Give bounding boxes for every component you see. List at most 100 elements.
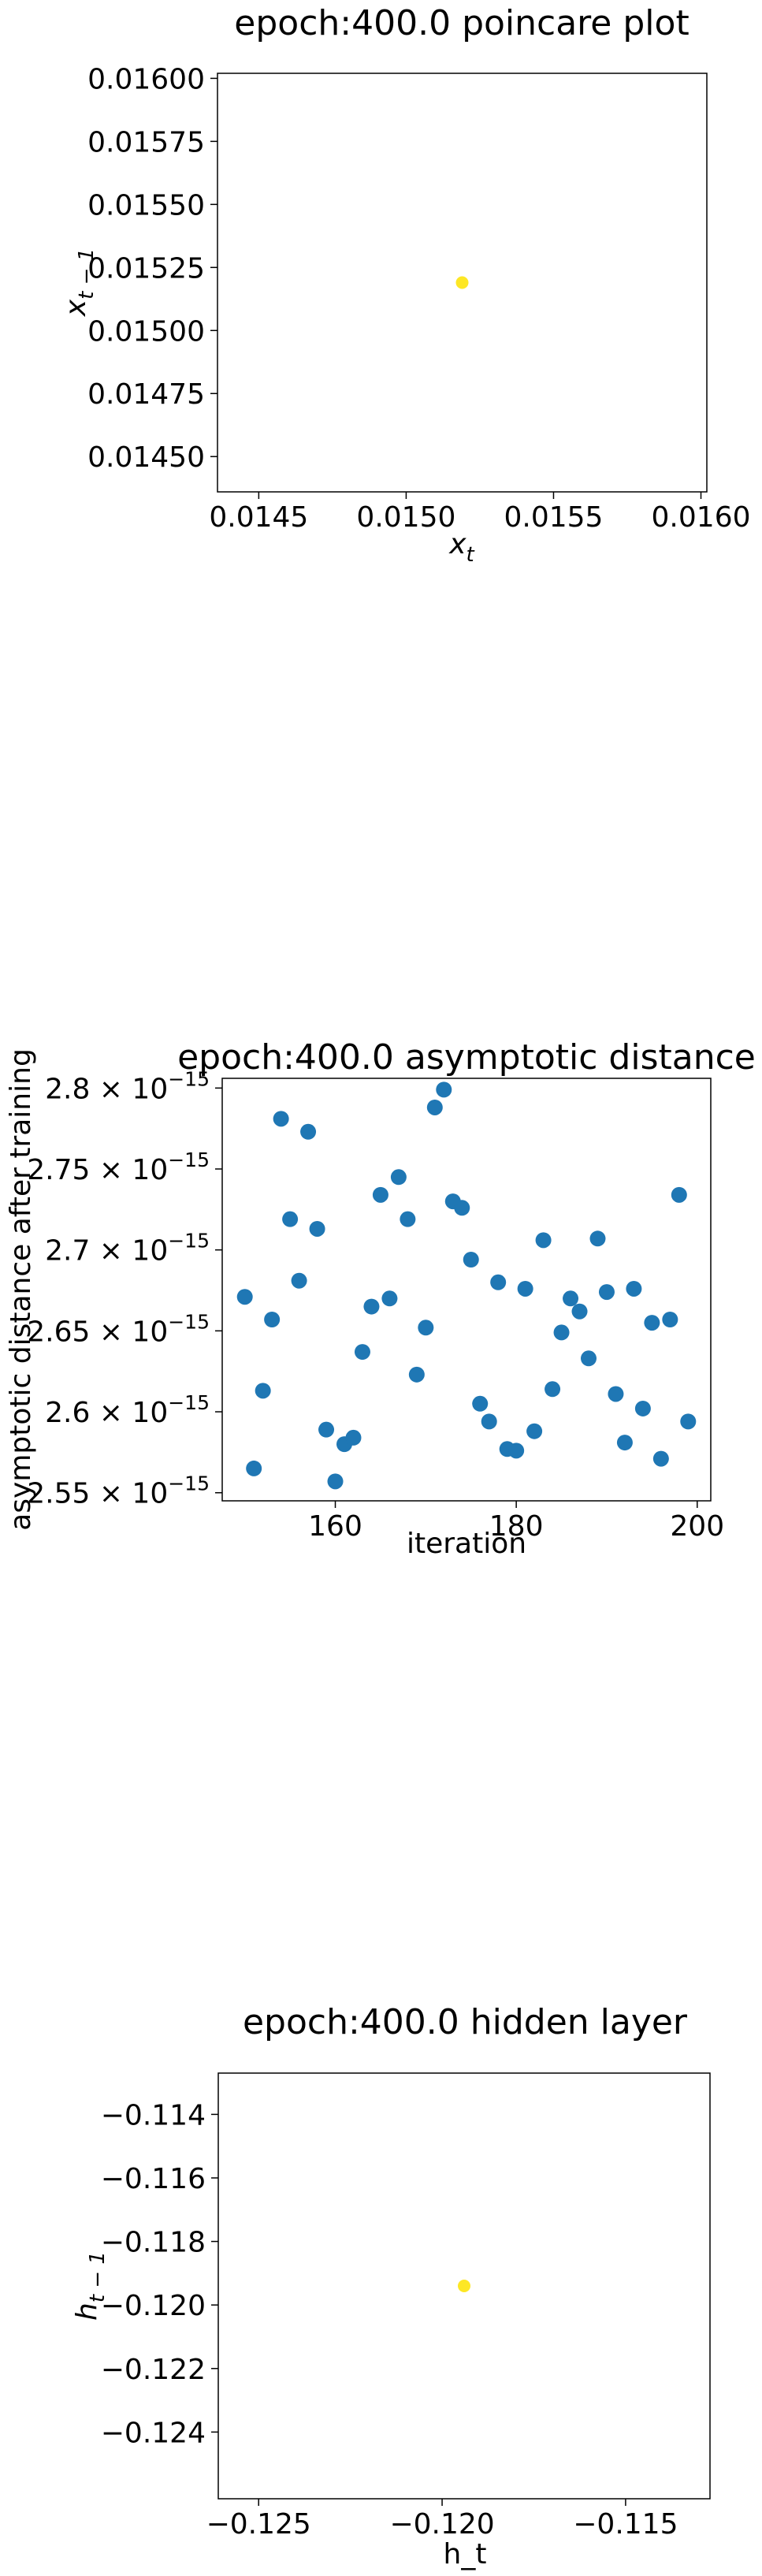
- data-point: [458, 2280, 470, 2292]
- x-tick-label: 0.0145: [209, 501, 308, 534]
- data-point: [273, 1111, 289, 1127]
- data-point: [454, 1200, 470, 1216]
- chart-title: epoch:400.0 poincare plot: [234, 3, 689, 43]
- data-point: [436, 1081, 452, 1098]
- data-point: [490, 1274, 507, 1290]
- data-point: [563, 1290, 579, 1307]
- y-tick-label: 2.6 × 10−15: [45, 1391, 210, 1429]
- y-tick-label: −0.118: [101, 2227, 206, 2259]
- data-point: [426, 1099, 443, 1115]
- x-ticks: 0.0145 0.0150 0.0155 0.0160: [209, 492, 751, 534]
- y-axis-label: ht − 1: [71, 2251, 110, 2321]
- data-points: [458, 2280, 470, 2292]
- data-point: [408, 1366, 425, 1383]
- x-ticks: 160 180 200: [308, 1501, 724, 1543]
- x-tick-label: 0.0160: [652, 501, 751, 534]
- x-tick-label: 160: [308, 1510, 362, 1543]
- asymptotic-figure: epoch:400.0 asymptotic distance 160 180 20…: [0, 1025, 762, 1592]
- y-tick-label: −0.116: [101, 2163, 206, 2195]
- y-tick-label: 0.01475: [87, 378, 205, 411]
- data-point: [264, 1311, 281, 1327]
- y-tick-label: 2.55 × 10−15: [27, 1472, 210, 1510]
- y-axis-label: asymptotic distance after training: [5, 1048, 37, 1531]
- data-point: [634, 1400, 651, 1416]
- y-tick-label: −0.124: [101, 2417, 206, 2449]
- data-point: [626, 1280, 642, 1297]
- y-tick-label: −0.114: [101, 2099, 206, 2131]
- y-axis-label: xt − 1: [60, 248, 99, 317]
- y-tick-label: 2.8 × 10−15: [45, 1067, 210, 1105]
- data-point: [608, 1386, 624, 1402]
- data-point: [680, 1413, 697, 1430]
- data-point: [309, 1220, 325, 1237]
- data-point: [390, 1169, 407, 1186]
- data-point: [535, 1232, 552, 1249]
- y-tick-label: 0.01450: [87, 441, 205, 474]
- data-point: [671, 1186, 687, 1203]
- data-point: [345, 1429, 362, 1446]
- data-point: [282, 1211, 299, 1227]
- data-point: [372, 1186, 388, 1203]
- hidden-layer-chart: epoch:400.0 hidden layer −0.125 −0.120 −0.…: [71, 2002, 711, 2570]
- data-point: [255, 1383, 271, 1399]
- data-point: [662, 1311, 678, 1327]
- data-point: [463, 1252, 479, 1268]
- data-point: [291, 1272, 307, 1289]
- data-point: [598, 1284, 615, 1301]
- data-point: [363, 1298, 380, 1315]
- data-points: [236, 1081, 697, 1490]
- data-point: [300, 1123, 317, 1140]
- data-point: [481, 1413, 497, 1430]
- data-point: [508, 1442, 525, 1459]
- poincare-figure: epoch:400.0 poincare plot 0.0145 0.0150 0.…: [0, 0, 762, 583]
- plot-frame: [221, 1078, 712, 1502]
- data-point: [236, 1289, 253, 1305]
- y-tick-label: 0.01550: [87, 189, 205, 221]
- x-axis-label: h_t: [444, 2538, 487, 2570]
- data-point: [644, 1315, 660, 1331]
- data-point: [381, 1290, 398, 1307]
- x-axis-label: iteration: [407, 1528, 526, 1560]
- y-tick-label: 0.01500: [87, 315, 205, 348]
- data-point: [553, 1324, 570, 1341]
- y-tick-label: 2.75 × 10−15: [27, 1148, 210, 1186]
- plot-frame: [217, 73, 708, 493]
- x-tick-label: −0.125: [206, 2508, 311, 2541]
- y-tick-label: 0.01600: [87, 63, 205, 95]
- x-tick-label: 0.0155: [504, 501, 603, 534]
- y-ticks: 0.01450 0.01475 0.01500 0.01525 0.01550 0.015…: [87, 63, 217, 474]
- data-point: [652, 1450, 669, 1467]
- data-point: [517, 1280, 533, 1297]
- plot-frame: [217, 2072, 711, 2500]
- data-point: [327, 1473, 344, 1490]
- x-tick-label: 0.0150: [356, 501, 455, 534]
- data-point: [354, 1344, 370, 1361]
- x-tick-label: 200: [670, 1510, 724, 1543]
- y-tick-label: 0.01575: [87, 126, 205, 158]
- x-axis-label: xt: [448, 528, 474, 567]
- x-tick-label: −0.120: [389, 2508, 494, 2541]
- x-ticks: −0.125 −0.120 −0.115: [206, 2499, 678, 2541]
- y-ticks: −0.124 −0.122 −0.120 −0.118 −0.116 −0.114: [101, 2099, 218, 2449]
- data-point: [545, 1381, 561, 1398]
- data-point: [400, 1211, 416, 1227]
- y-tick-label: 2.7 × 10−15: [45, 1230, 210, 1268]
- data-point: [526, 1423, 543, 1439]
- x-tick-label: 180: [489, 1510, 544, 1543]
- y-tick-label: 2.65 × 10−15: [27, 1310, 210, 1348]
- y-tick-label: −0.120: [101, 2290, 206, 2322]
- hidden-layer-figure: epoch:400.0 hidden layer −0.125 −0.120 −0.…: [0, 1994, 762, 2576]
- data-point: [472, 1395, 489, 1412]
- data-point: [318, 1421, 335, 1438]
- poincare-chart: epoch:400.0 poincare plot 0.0145 0.0150 0.…: [60, 3, 751, 567]
- data-point: [418, 1320, 434, 1336]
- data-points: [455, 276, 469, 289]
- x-tick-label: −0.115: [573, 2508, 678, 2541]
- chart-title: epoch:400.0 asymptotic distance: [177, 1037, 756, 1078]
- chart-title: epoch:400.0 hidden layer: [243, 2002, 688, 2042]
- data-point: [246, 1460, 262, 1476]
- y-ticks: 2.55 × 10−15 2.6 × 10−15 2.65 × 10−15 2.7 ×…: [27, 1067, 222, 1510]
- data-point: [581, 1350, 597, 1367]
- asymptotic-chart: epoch:400.0 asymptotic distance 160 180 20…: [5, 1037, 756, 1560]
- y-tick-label: 0.01525: [87, 252, 205, 285]
